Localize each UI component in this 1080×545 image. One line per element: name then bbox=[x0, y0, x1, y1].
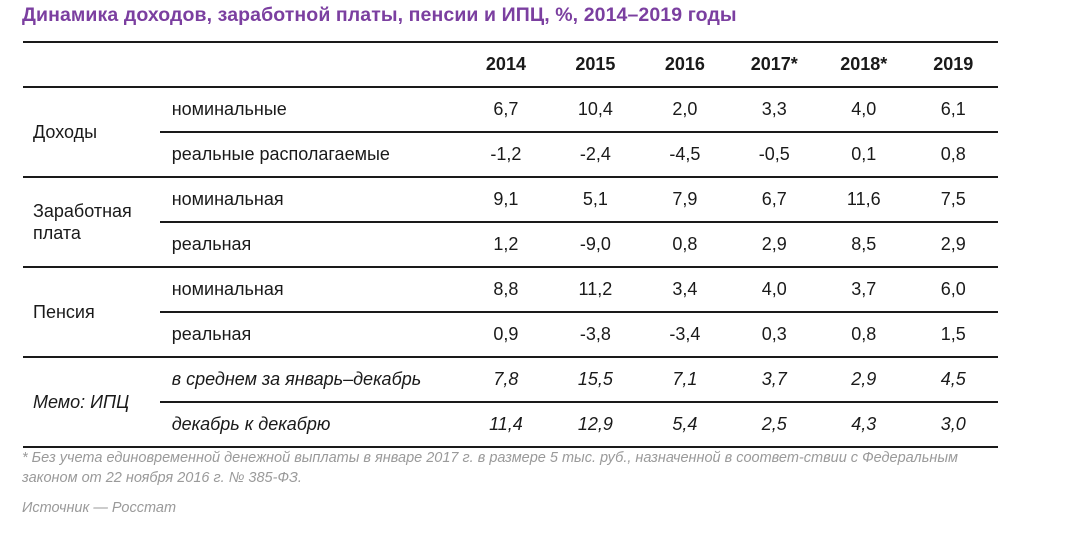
cell-value: 6,7 bbox=[461, 87, 551, 133]
row-label: декабрь к декабрю bbox=[159, 402, 462, 448]
header-blank bbox=[159, 41, 462, 88]
cell-value: 0,3 bbox=[729, 312, 820, 358]
header-year: 2016 bbox=[640, 41, 730, 88]
row-group-label: Доходы bbox=[23, 87, 160, 178]
source-note: Источник — Росстат bbox=[22, 500, 177, 516]
table-title: Динамика доходов, заработной платы, пенс… bbox=[22, 4, 737, 26]
cell-value: 11,2 bbox=[550, 267, 641, 313]
row-group-label: Мемо: ИПЦ bbox=[23, 357, 160, 448]
footnote: * Без учета единовременной денежной выпл… bbox=[22, 450, 958, 486]
cell-value: 0,8 bbox=[819, 312, 909, 358]
cell-value: 0,8 bbox=[640, 222, 730, 268]
header-blank bbox=[23, 41, 160, 88]
cell-value: 2,9 bbox=[908, 222, 998, 268]
header-year: 2018* bbox=[819, 41, 909, 88]
cell-value: -1,2 bbox=[461, 132, 551, 178]
cell-value: 1,2 bbox=[461, 222, 551, 268]
cell-value: 7,8 bbox=[461, 357, 551, 403]
cell-value: 3,7 bbox=[729, 357, 820, 403]
cell-value: 0,9 bbox=[461, 312, 551, 358]
row-label: реальная bbox=[159, 312, 462, 358]
cell-value: 2,9 bbox=[729, 222, 820, 268]
cell-value: -9,0 bbox=[550, 222, 641, 268]
cell-value: 7,1 bbox=[640, 357, 730, 403]
row-label: в среднем за январь–декабрь bbox=[159, 357, 462, 403]
cell-value: 0,1 bbox=[819, 132, 909, 178]
cell-value: 15,5 bbox=[550, 357, 641, 403]
cell-value: 4,0 bbox=[729, 267, 820, 313]
cell-value: 4,0 bbox=[819, 87, 909, 133]
cell-value: 2,0 bbox=[640, 87, 730, 133]
cell-value: 3,0 bbox=[908, 402, 998, 448]
table-row: Заработная плата номинальная 9,1 5,1 7,9… bbox=[23, 177, 998, 268]
cell-value: 5,4 bbox=[640, 402, 730, 448]
cell-value: 3,4 bbox=[640, 267, 730, 313]
cell-value: 3,3 bbox=[729, 87, 820, 133]
table-row: Пенсия номинальная 8,8 11,2 3,4 4,0 3,7 … bbox=[23, 267, 998, 358]
cell-value: 7,5 bbox=[908, 177, 998, 223]
cell-value: 8,8 bbox=[461, 267, 551, 313]
cell-value: 2,5 bbox=[729, 402, 820, 448]
header-year: 2014 bbox=[461, 41, 551, 88]
table-row: реальные располагаемые -1,2 -2,4 -4,5 -0… bbox=[23, 132, 998, 178]
row-label: реальная bbox=[159, 222, 462, 268]
header-year: 2015 bbox=[550, 41, 641, 88]
table-row: Мемо: ИПЦ в среднем за январь–декабрь 7,… bbox=[23, 357, 998, 448]
cell-value: 6,0 bbox=[908, 267, 998, 313]
cell-value: -3,8 bbox=[550, 312, 641, 358]
cell-value: 3,7 bbox=[819, 267, 909, 313]
row-label: номинальная bbox=[159, 177, 462, 223]
cell-value: 6,1 bbox=[908, 87, 998, 133]
cell-value: 8,5 bbox=[819, 222, 909, 268]
data-table: 2014 2015 2016 2017* 2018* 2019 Доходы н… bbox=[23, 41, 998, 448]
cell-value: -2,4 bbox=[550, 132, 641, 178]
cell-value: -4,5 bbox=[640, 132, 730, 178]
cell-value: 10,4 bbox=[550, 87, 641, 133]
cell-value: 2,9 bbox=[819, 357, 909, 403]
cell-value: 4,5 bbox=[908, 357, 998, 403]
row-label: номинальные bbox=[159, 87, 462, 133]
cell-value: 7,9 bbox=[640, 177, 730, 223]
cell-value: 11,4 bbox=[461, 402, 551, 448]
row-label: номинальная bbox=[159, 267, 462, 313]
header-year: 2017* bbox=[729, 41, 820, 88]
cell-value: 4,3 bbox=[819, 402, 909, 448]
table-row: декабрь к декабрю 11,4 12,9 5,4 2,5 4,3 … bbox=[23, 402, 998, 448]
cell-value: 12,9 bbox=[550, 402, 641, 448]
table-row: реальная 1,2 -9,0 0,8 2,9 8,5 2,9 bbox=[23, 222, 998, 268]
cell-value: 0,8 bbox=[908, 132, 998, 178]
cell-value: 9,1 bbox=[461, 177, 551, 223]
table-row: реальная 0,9 -3,8 -3,4 0,3 0,8 1,5 bbox=[23, 312, 998, 358]
cell-value: 6,7 bbox=[729, 177, 820, 223]
row-label: реальные располагаемые bbox=[159, 132, 462, 178]
cell-value: -3,4 bbox=[640, 312, 730, 358]
cell-value: 11,6 bbox=[819, 177, 909, 223]
table-row: Доходы номинальные 6,7 10,4 2,0 3,3 4,0 … bbox=[23, 87, 998, 178]
header-row: 2014 2015 2016 2017* 2018* 2019 bbox=[23, 41, 998, 88]
cell-value: 5,1 bbox=[550, 177, 641, 223]
header-year: 2019 bbox=[908, 41, 998, 88]
row-group-label: Пенсия bbox=[23, 267, 160, 358]
cell-value: 1,5 bbox=[908, 312, 998, 358]
row-group-label: Заработная плата bbox=[23, 177, 160, 268]
cell-value: -0,5 bbox=[729, 132, 820, 178]
